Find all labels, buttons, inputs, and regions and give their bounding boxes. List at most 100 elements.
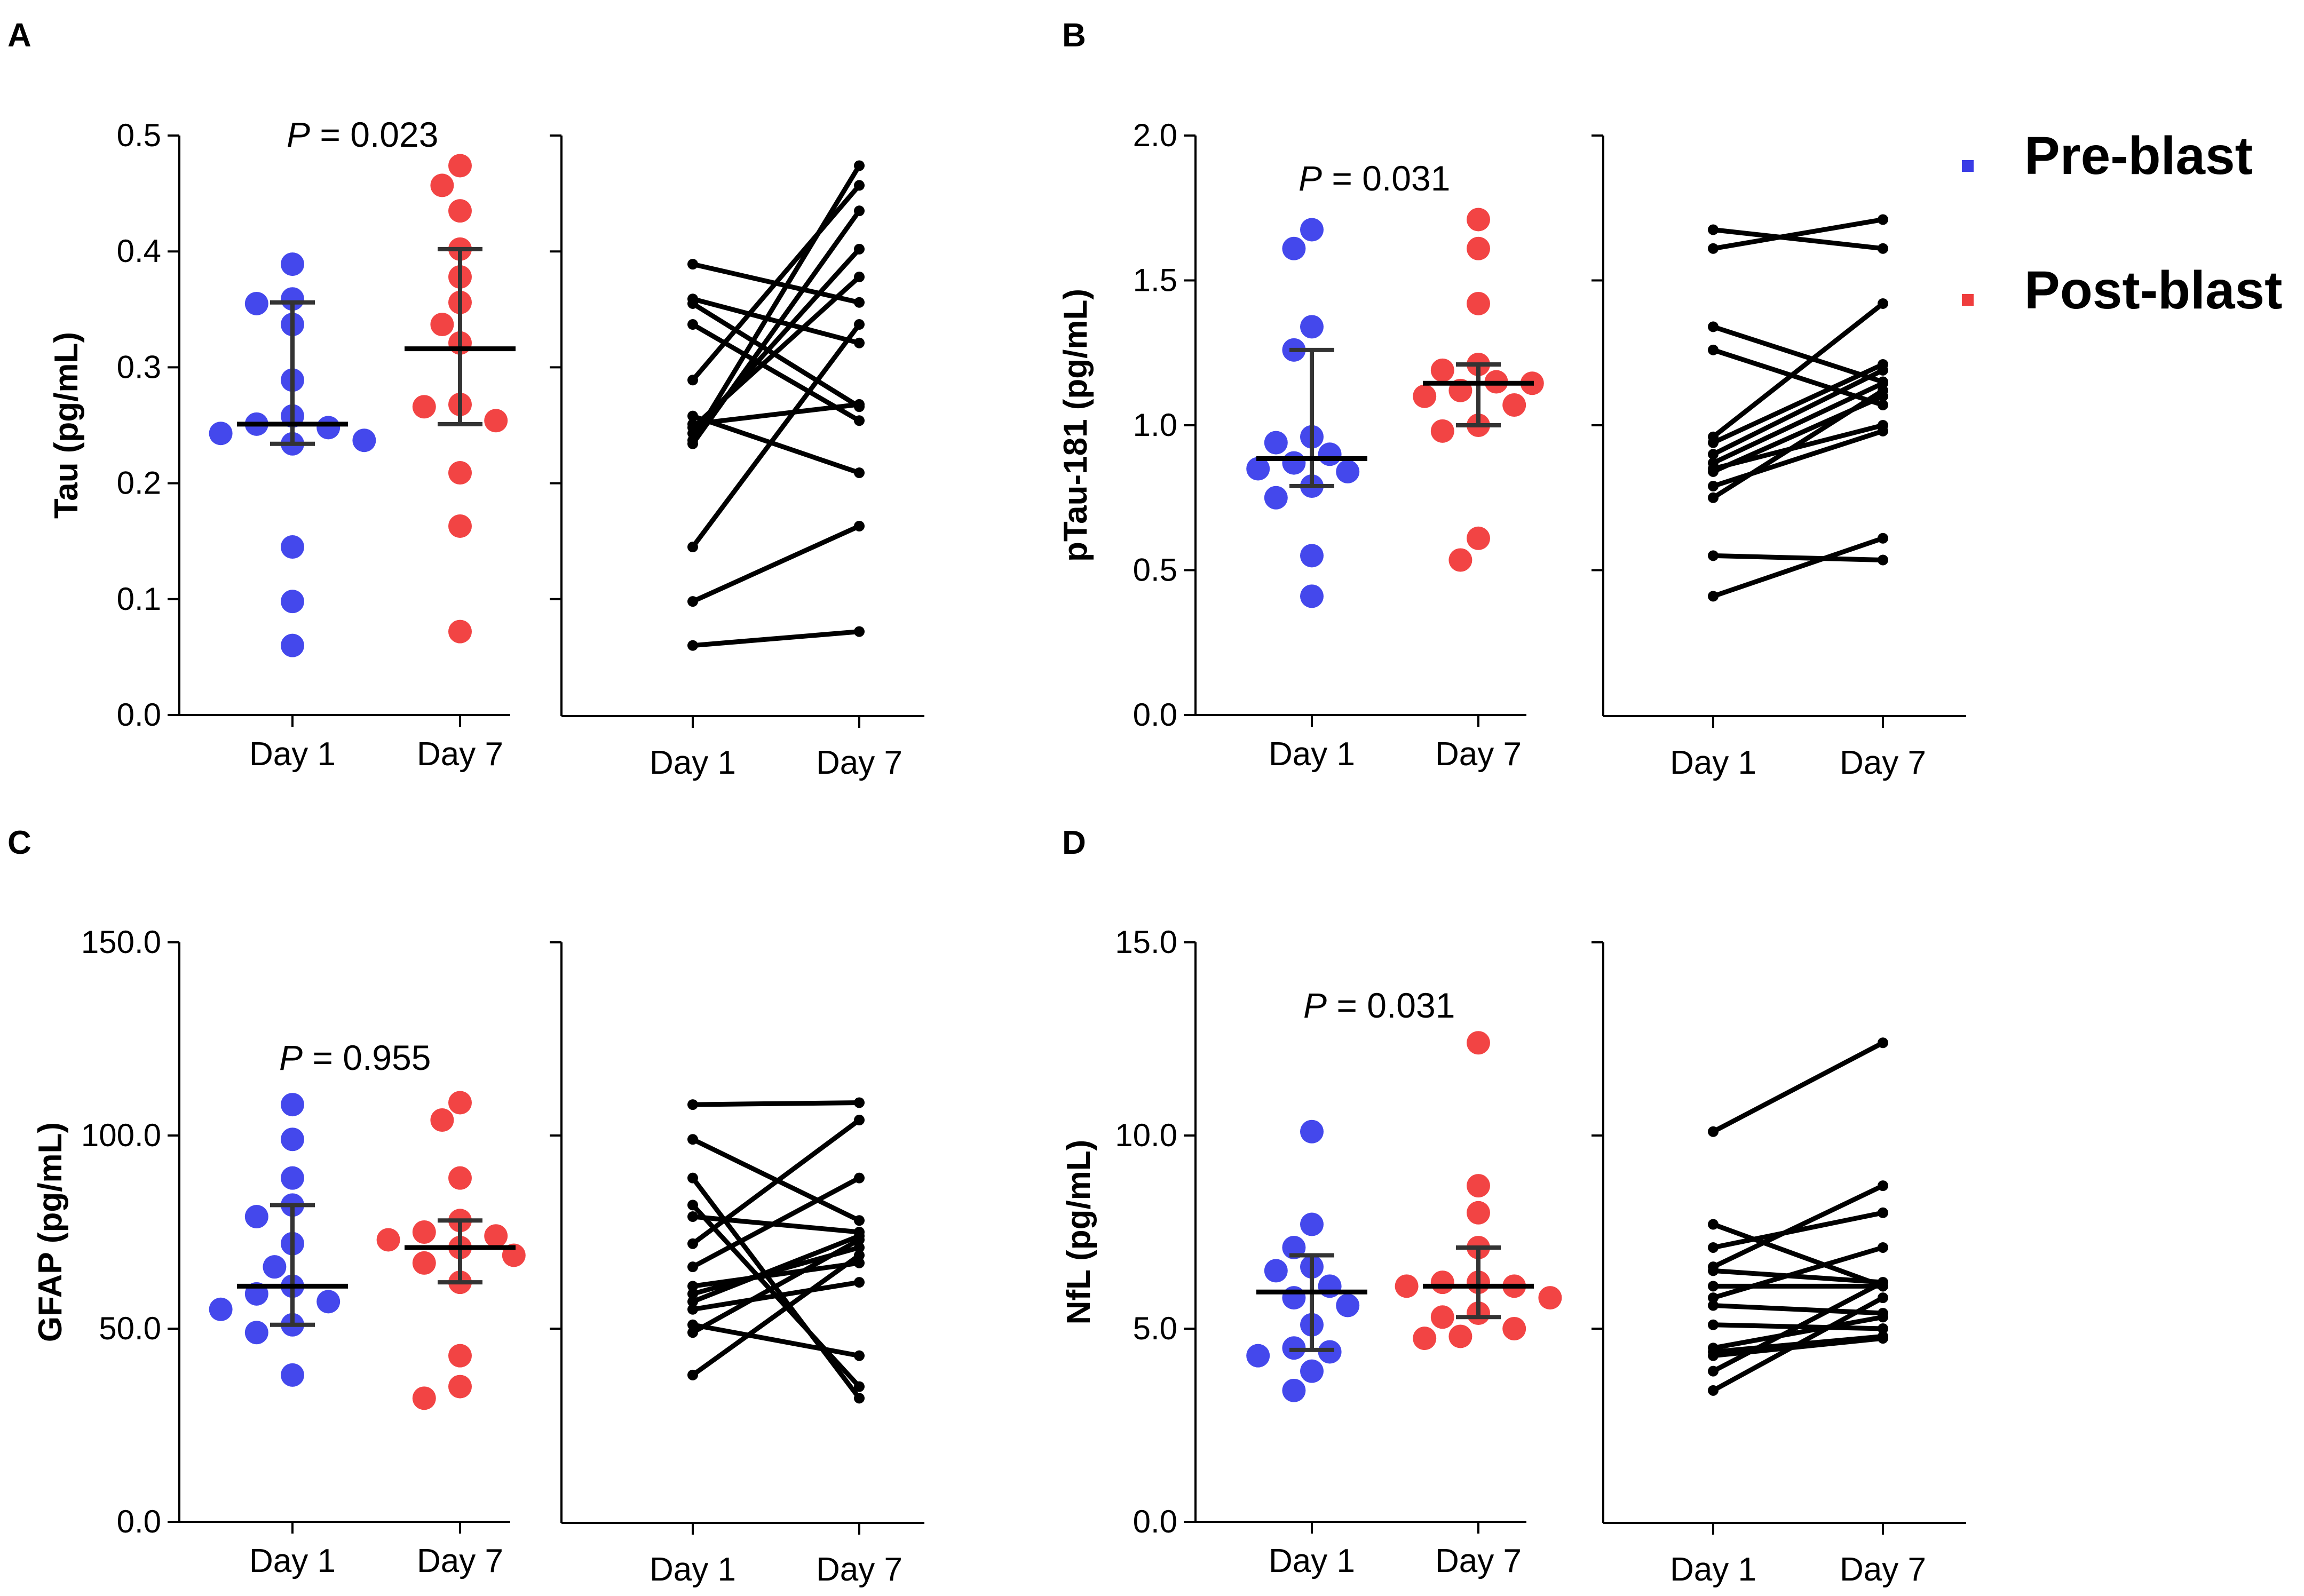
dot-day1 — [1246, 457, 1270, 481]
y-tick-label: 0.5 — [117, 117, 161, 153]
paired-line — [692, 523, 860, 604]
y-tick-label: 0.5 — [1133, 552, 1177, 588]
y-tick-label: 100.0 — [81, 1117, 161, 1153]
dot-day7 — [484, 1224, 508, 1248]
paired-point-day7 — [1878, 298, 1888, 309]
dot-day7 — [1430, 358, 1454, 382]
dot-day7 — [1448, 548, 1472, 572]
paired-x-tick-label: Day 7 — [1840, 1551, 1926, 1588]
paired-point-day7 — [854, 271, 865, 282]
dot-day7 — [1467, 1201, 1490, 1225]
panels: A 0.0 0.1 0.2 0.3 0.4 0.5 Day 1 Day 7 Tau (pg/mL)… — [7, 17, 1966, 1588]
dot-day1 — [209, 1297, 233, 1321]
paired-point-day1 — [1708, 1242, 1719, 1253]
x-tick-label: Day 1 — [249, 1543, 336, 1579]
paired-point-day7 — [1878, 399, 1888, 410]
paired-x-tick-label: Day 1 — [1670, 1551, 1756, 1588]
dot-day1 — [281, 633, 304, 657]
paired-point-day7 — [854, 1257, 865, 1268]
paired-point-day1 — [1708, 1219, 1719, 1230]
y-tick-label: 1.0 — [1133, 407, 1177, 443]
dot-day1 — [1318, 442, 1342, 466]
panel-letter-a: A — [7, 17, 31, 54]
dot-day1 — [1300, 1359, 1324, 1383]
paired-line — [692, 296, 860, 346]
paired-line — [1713, 217, 1883, 251]
paired-point-day7 — [854, 1097, 865, 1108]
y-tick-label: 1.5 — [1133, 263, 1177, 298]
paired-point-day1 — [687, 1281, 698, 1292]
dot-day7 — [1413, 1327, 1437, 1351]
paired-line — [1712, 428, 1884, 489]
paired-point-day1 — [687, 410, 698, 422]
paired-point-day7 — [854, 205, 865, 217]
dot-day1 — [281, 590, 304, 614]
paired-point-day1 — [687, 596, 698, 607]
dot-day7 — [430, 1108, 454, 1132]
x-tick-label: Day 1 — [1269, 1543, 1355, 1579]
paired-point-day1 — [687, 1296, 698, 1307]
paired-point-day7 — [854, 467, 865, 479]
dot-day7 — [1538, 1286, 1562, 1310]
dot-day7 — [376, 1228, 400, 1252]
paired-point-day7 — [854, 160, 865, 171]
dot-day7 — [412, 1220, 436, 1244]
dot-day7 — [1467, 526, 1490, 550]
paired-point-day7 — [1878, 1333, 1888, 1344]
dot-day1 — [209, 422, 233, 446]
paired-line — [1712, 1184, 1884, 1269]
dot-day7 — [448, 1091, 472, 1115]
paired-line — [1712, 1041, 1885, 1134]
dot-day7 — [1467, 1031, 1490, 1055]
y-tick-label: 15.0 — [1115, 924, 1177, 960]
x-tick-label: Day 7 — [1435, 736, 1522, 773]
paired-line — [1712, 301, 1885, 439]
panel-a: A 0.0 0.1 0.2 0.3 0.4 0.5 Day 1 Day 7 Tau (pg/mL)… — [7, 17, 924, 781]
y-tick-label: 0.0 — [117, 1504, 161, 1539]
paired-line — [692, 414, 860, 475]
paired-line — [691, 322, 861, 423]
paired-point-day7 — [854, 297, 865, 308]
y-axis-title: NfL (pg/mL) — [1060, 1140, 1097, 1325]
paired-line — [1713, 1210, 1883, 1250]
y-tick-label: 0.2 — [117, 465, 161, 501]
dot-day1 — [1282, 236, 1306, 260]
dot-day7 — [448, 461, 472, 485]
p-value: = 0.031 — [1322, 158, 1450, 198]
paired-point-day7 — [1878, 364, 1888, 376]
dot-day7 — [448, 514, 472, 538]
paired-point-day1 — [687, 375, 698, 386]
paired-line — [1713, 1336, 1883, 1359]
dot-day1 — [281, 287, 304, 311]
paired-point-day7 — [854, 1215, 865, 1226]
paired-point-day1 — [687, 1200, 698, 1211]
paired-line — [691, 1118, 861, 1246]
dot-day7 — [448, 1344, 472, 1368]
dot-day1 — [281, 1166, 304, 1190]
dot-day7 — [1502, 393, 1526, 417]
paired-point-day7 — [854, 1115, 865, 1126]
dot-day7 — [1430, 419, 1454, 443]
panel-c: C 0.0 50.0 100.0 150.0 Day 1 Day 7 GFAP (pg/mL)… — [7, 824, 924, 1588]
paired-line — [692, 1234, 860, 1304]
p-value-label: P = 0.031 — [1303, 986, 1455, 1025]
paired-line — [1712, 388, 1885, 500]
paired-line — [692, 629, 860, 648]
dot-day1 — [1300, 315, 1324, 339]
dot-day1 — [281, 535, 304, 559]
y-tick-label: 0.1 — [117, 581, 161, 617]
paired-point-day1 — [687, 1288, 698, 1299]
paired-point-day7 — [854, 1381, 865, 1392]
dot-day1 — [1264, 486, 1288, 510]
paired-point-day7 — [854, 1250, 865, 1261]
panel-letter-b: B — [1062, 17, 1086, 54]
paired-point-day1 — [1708, 1281, 1719, 1292]
paired-point-day7 — [854, 1277, 865, 1288]
dot-day1 — [1264, 431, 1288, 455]
x-tick-label: Day 7 — [1435, 1543, 1522, 1579]
dot-day7 — [1502, 1317, 1526, 1340]
dot-day1 — [281, 252, 304, 276]
dot-day7 — [1395, 1274, 1419, 1298]
dot-day7 — [412, 1251, 436, 1275]
y-tick-label: 50.0 — [99, 1311, 161, 1346]
